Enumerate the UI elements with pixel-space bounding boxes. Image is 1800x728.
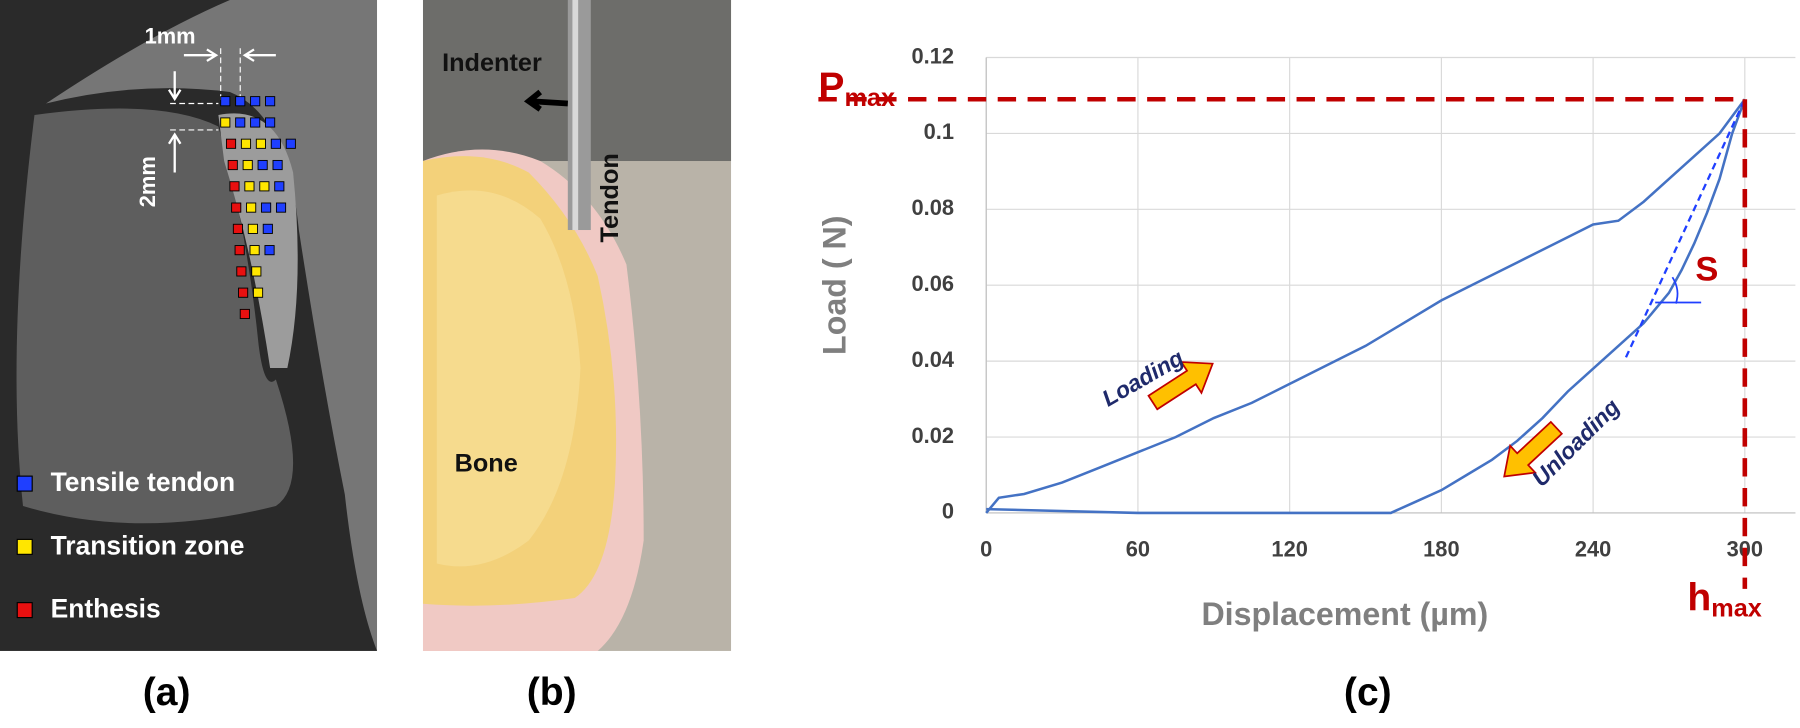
reference-symbol: P bbox=[818, 66, 844, 109]
indent-site bbox=[285, 138, 296, 149]
y-tick-label: 0.12 bbox=[912, 43, 954, 68]
loading-label: Loading bbox=[1098, 344, 1188, 411]
indent-site bbox=[240, 138, 252, 149]
indent-site bbox=[274, 181, 285, 192]
indent-site bbox=[242, 159, 253, 171]
indent-site bbox=[250, 117, 261, 128]
angle-arc bbox=[1655, 276, 1702, 304]
indent-site bbox=[232, 223, 243, 234]
y-tick-label: 0 bbox=[942, 499, 954, 524]
indent-site bbox=[249, 245, 260, 256]
indent-site bbox=[270, 138, 281, 149]
y-tick-label: 0.02 bbox=[912, 423, 954, 448]
indent-site bbox=[265, 96, 276, 107]
indent-site bbox=[252, 287, 264, 298]
indent-site bbox=[272, 159, 283, 171]
indent-site bbox=[235, 96, 246, 107]
y-tick-label: 0.1 bbox=[924, 119, 954, 144]
indent-site bbox=[262, 223, 273, 234]
x-tick-label: 240 bbox=[1575, 537, 1611, 562]
photo-annotation: Indenter bbox=[442, 49, 542, 77]
indent-site bbox=[220, 96, 231, 107]
x-tick-label: 60 bbox=[1126, 537, 1150, 562]
y-tick-label: 0.06 bbox=[912, 271, 954, 296]
indent-site bbox=[264, 245, 275, 256]
indent-sites bbox=[220, 96, 296, 320]
data-line bbox=[985, 98, 1746, 514]
indent-site bbox=[247, 223, 258, 234]
indent-site bbox=[238, 287, 249, 298]
panel-label: (c) bbox=[1344, 671, 1392, 714]
x-axis-title: Displacement (µm) bbox=[1201, 596, 1488, 632]
legend: Tensile tendon Transition zone Enthesis bbox=[16, 467, 245, 624]
indent-site bbox=[235, 117, 246, 128]
indent-site bbox=[236, 266, 247, 277]
reference-symbol: h bbox=[1687, 577, 1711, 620]
photo bbox=[422, 0, 732, 651]
reference-subscript: max bbox=[844, 84, 895, 112]
indent-site bbox=[265, 117, 276, 128]
dimension-label: 2mm bbox=[135, 156, 160, 207]
x-tick-label: 180 bbox=[1423, 537, 1459, 562]
tangent-line bbox=[1624, 98, 1746, 358]
tangent-label: S bbox=[1695, 251, 1718, 289]
loading-arrow bbox=[1147, 361, 1214, 411]
chart: 00.020.040.060.080.10.12060120180240300S… bbox=[818, 43, 1796, 623]
indent-site bbox=[239, 308, 250, 320]
indent-site bbox=[261, 202, 272, 213]
y-tick-label: 0.08 bbox=[912, 195, 954, 220]
panel-label: (b) bbox=[527, 671, 577, 714]
reference-subscript: max bbox=[1711, 594, 1762, 622]
photo-annotation: Tendon bbox=[596, 153, 624, 242]
photo-annotation: Bone bbox=[455, 449, 518, 477]
data-line bbox=[986, 98, 1747, 515]
indent-site bbox=[229, 181, 240, 192]
reference-label: hmax bbox=[1687, 577, 1761, 623]
indent-site bbox=[250, 96, 261, 107]
indent-site bbox=[251, 266, 262, 277]
indent-site bbox=[246, 202, 257, 213]
dimension-label: 1mm bbox=[145, 24, 196, 49]
indent-site bbox=[259, 181, 270, 192]
indent-site bbox=[275, 202, 287, 213]
x-tick-label: 0 bbox=[980, 537, 992, 562]
legend-label: Enthesis bbox=[51, 594, 161, 624]
unloading-arrow bbox=[1503, 420, 1564, 478]
indent-site bbox=[255, 138, 266, 149]
legend-label: Tensile tendon bbox=[51, 467, 236, 497]
legend-swatch bbox=[16, 538, 33, 555]
panel-label: (a) bbox=[143, 671, 191, 714]
indent-site bbox=[227, 159, 238, 171]
indent-site bbox=[234, 245, 245, 256]
ct-image bbox=[0, 0, 378, 651]
y-axis-title: Load ( N) bbox=[816, 215, 852, 354]
x-tick-label: 120 bbox=[1271, 537, 1307, 562]
reference-label: Pmax bbox=[818, 66, 895, 112]
legend-swatch bbox=[16, 602, 33, 619]
legend-label: Transition zone bbox=[51, 530, 245, 560]
indent-site bbox=[244, 181, 255, 192]
indent-site bbox=[257, 159, 268, 171]
indent-site bbox=[231, 202, 242, 213]
indent-site bbox=[225, 138, 237, 149]
y-tick-label: 0.04 bbox=[912, 347, 955, 372]
legend-swatch bbox=[16, 475, 33, 492]
indent-site bbox=[220, 117, 231, 128]
